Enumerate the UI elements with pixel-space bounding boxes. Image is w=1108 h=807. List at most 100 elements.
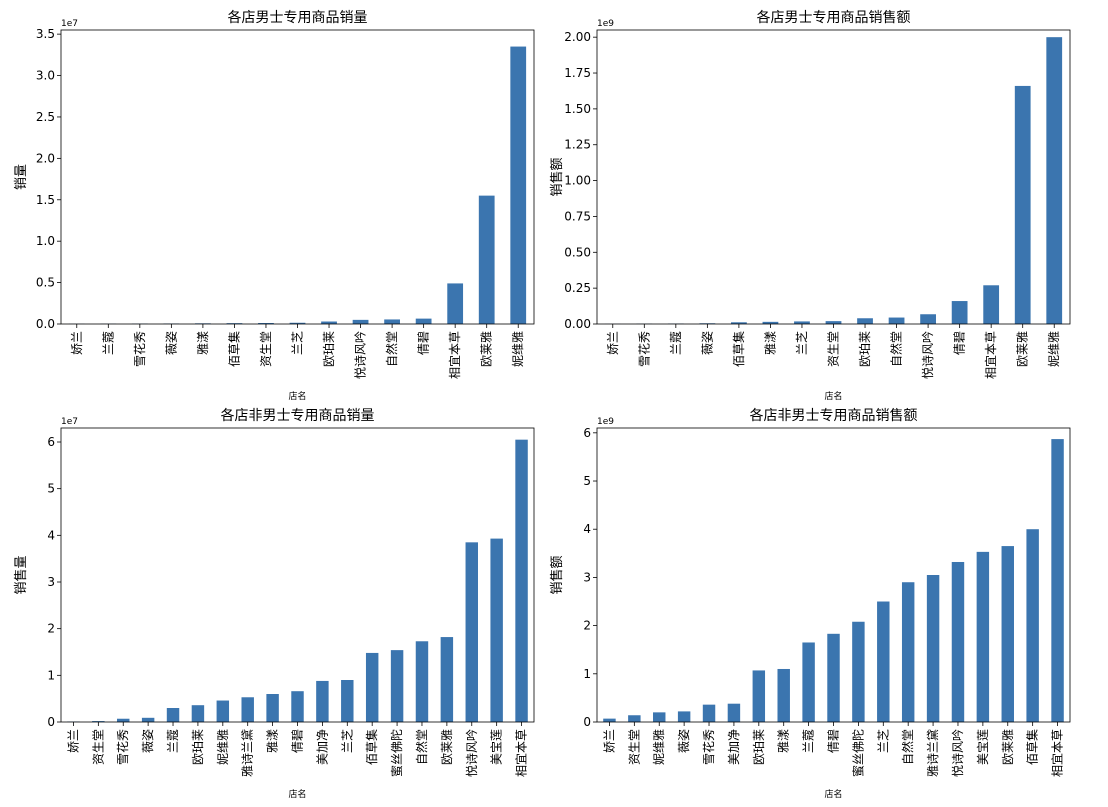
x-tick-label: 自然堂 — [414, 729, 429, 765]
x-tick-label: 妮维雅 — [510, 331, 525, 367]
x-tick-label: 兰芝 — [290, 331, 305, 355]
bar-倩碧 — [827, 633, 840, 722]
bar-薇姿 — [677, 711, 691, 722]
x-tick-label: 自然堂 — [900, 729, 915, 765]
bar-雅诗兰黛 — [241, 697, 254, 722]
x-tick-label: 倩碧 — [417, 331, 431, 355]
bar-欧珀莱 — [857, 318, 873, 324]
x-tick-label: 雅漾 — [195, 331, 210, 355]
bar-兰芝 — [794, 321, 810, 324]
bar-兰蔻 — [802, 642, 815, 722]
x-tick-label: 兰蔻 — [101, 331, 115, 355]
y-scale-label: 1e9 — [597, 19, 614, 29]
x-tick-label: 佰草集 — [226, 331, 241, 367]
x-axis-label: 店名 — [288, 390, 306, 402]
x-tick-label: 兰芝 — [875, 729, 890, 753]
chart-3: 各店非男士专用商品销量 1e7 娇兰 资生堂 雪花秀 薇姿 兰蔻 欧珀莱 妮维雅 雅诗兰黛 雅漾 倩碧… — [13, 408, 535, 800]
bar-欧莱雅 — [478, 195, 495, 324]
bar-蜜丝佛陀 — [852, 621, 865, 722]
x-tick-label: 美宝莲 — [976, 729, 990, 765]
x-tick-label: 倩碧 — [827, 729, 841, 753]
bar-妮维雅 — [653, 712, 666, 722]
x-tick-label: 欧珀莱 — [858, 331, 872, 367]
bar-悦诗风吟 — [352, 319, 369, 324]
bar-相宜本草 — [447, 283, 464, 324]
y-tick-label: 1 — [47, 668, 55, 682]
bar-欧珀莱 — [191, 705, 205, 722]
x-tick-label: 欧珀莱 — [191, 729, 205, 765]
x-tick-label: 雪花秀 — [636, 331, 651, 367]
bar-妮维雅 — [510, 46, 527, 325]
bar-欧莱雅 — [440, 637, 454, 722]
x-tick-label: 兰芝 — [794, 331, 809, 355]
y-tick-label: 0.25 — [564, 281, 591, 295]
bar-美宝莲 — [976, 551, 990, 722]
plot-frame — [60, 427, 535, 723]
bar-兰芝 — [877, 601, 890, 722]
x-tick-label: 相宜本草 — [514, 729, 529, 777]
x-tick-label: 欧莱雅 — [439, 729, 454, 765]
bar-倩碧 — [951, 301, 968, 324]
x-tick-label: 欧珀莱 — [752, 729, 766, 765]
x-tick-label: 妮维雅 — [215, 729, 230, 765]
y-tick-label: 2.00 — [564, 30, 591, 44]
bar-美宝莲 — [490, 538, 503, 722]
x-tick-label: 欧珀莱 — [322, 331, 336, 367]
x-tick-label: 娇兰 — [66, 729, 80, 753]
chart-1: 各店男士专用商品销量 1e7 娇兰 兰蔻 雪花秀 薇姿 雅漾 佰草集 资生堂 兰芝 欧珀莱 悦诗风吟 自… — [14, 10, 535, 402]
x-tick-label: 娇兰 — [606, 331, 620, 355]
x-tick-label: 薇姿 — [164, 331, 178, 355]
x-tick-label: 蜜丝佛陀 — [850, 729, 865, 777]
x-tick-label: 佰草集 — [1025, 729, 1040, 765]
plot-frame — [60, 29, 535, 325]
x-tick-label: 美宝莲 — [490, 729, 504, 765]
y-tick-label: 2.0 — [36, 151, 55, 165]
x-tick-label: 悦诗风吟 — [353, 331, 368, 379]
y-tick-label: 3 — [583, 570, 591, 584]
x-tick-label: 欧莱雅 — [1015, 331, 1030, 367]
x-tick-label: 自然堂 — [889, 331, 904, 367]
y-tick-label: 1.0 — [36, 234, 55, 248]
bar-兰芝 — [289, 322, 306, 324]
x-tick-label: 资生堂 — [259, 331, 273, 367]
chart-title: 各店男士专用商品销售额 — [757, 10, 911, 26]
y-tick-label: 1.50 — [564, 102, 591, 116]
x-tick-label: 雅诗兰黛 — [240, 729, 255, 777]
x-tick-label: 倩碧 — [953, 331, 967, 355]
x-tick-label: 薇姿 — [700, 331, 714, 355]
y-tick-label: 1.75 — [564, 66, 591, 80]
x-tick-label: 娇兰 — [70, 331, 84, 355]
bar-佰草集 — [1026, 529, 1039, 722]
x-tick-label: 雅漾 — [776, 729, 791, 753]
y-tick-label: 3.0 — [36, 69, 55, 83]
x-axis-label: 店名 — [288, 788, 306, 800]
bar-雅漾 — [777, 668, 790, 722]
bar-蜜丝佛陀 — [390, 650, 404, 722]
bar-资生堂 — [92, 721, 105, 722]
x-tick-label: 倩碧 — [291, 729, 305, 753]
x-tick-label: 兰蔻 — [802, 729, 816, 753]
y-tick-label: 2 — [583, 619, 591, 633]
x-tick-label: 雅漾 — [265, 729, 280, 753]
x-tick-label: 悦诗风吟 — [464, 729, 479, 777]
bar-悦诗风吟 — [465, 542, 478, 722]
x-tick-label: 欧莱雅 — [479, 331, 494, 367]
chart-4: 各店非男士专用商品销售额 1e9 娇兰 资生堂 妮维雅 薇姿 雪花秀 美加净 欧珀莱 雅漾 兰蔻 倩碧… — [549, 408, 1071, 800]
x-tick-label: 美加净 — [727, 729, 741, 765]
bar-佰草集 — [731, 322, 747, 324]
bar-美加净 — [316, 680, 329, 722]
x-tick-label: 资生堂 — [627, 729, 641, 765]
y-tick-label: 0.5 — [36, 276, 55, 290]
x-tick-label: 薇姿 — [141, 729, 155, 753]
chart-title: 各店男士专用商品销量 — [228, 10, 368, 26]
y-tick-label: 1.00 — [564, 174, 591, 188]
x-tick-label: 佰草集 — [731, 331, 746, 367]
y-tick-label: 6 — [583, 426, 591, 440]
x-axis-label: 店名 — [824, 788, 842, 800]
y-tick-label: 0.50 — [564, 245, 591, 259]
bar-兰芝 — [341, 680, 354, 722]
bar-倩碧 — [291, 691, 304, 722]
x-tick-label: 妮维雅 — [1046, 331, 1061, 367]
y-tick-label: 0 — [583, 715, 591, 729]
bar-欧莱雅 — [1001, 546, 1014, 722]
